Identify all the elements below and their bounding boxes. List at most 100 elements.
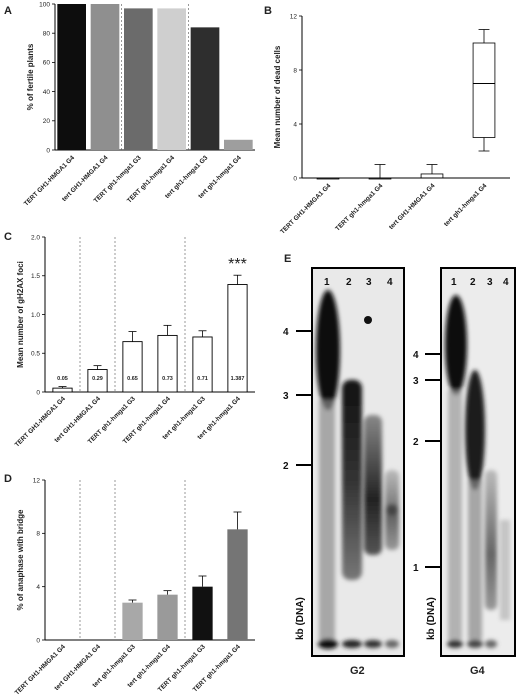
g2-lane3-well [364,640,382,648]
g4-lane-4: 4 [503,277,509,288]
x-tick-label: TERT gh1-hmga1 G4 [334,182,384,232]
g2-lane2-well [342,640,362,648]
g2-lane3-smear [364,415,382,555]
g2-marker-3: 3 [283,391,289,402]
g4-marker-3: 3 [413,376,419,387]
bar [190,27,220,150]
x-tick-label: TERT GH1-HMGA1 G4 [279,182,332,235]
gel-g4-smears [445,295,510,648]
g2-lane1-well [318,639,338,649]
data-label: 1.387 [231,376,245,382]
bar [192,336,213,393]
bar [192,586,213,640]
g2-lane4-band [386,504,398,516]
y-tick-label: 4 [293,121,297,128]
y-tick-label: 8 [293,67,297,74]
bar [57,4,86,150]
x-tick-label: tert gh1-hmga1 G4 [443,182,489,228]
bar [224,139,253,150]
g4-lane3-well [485,640,497,648]
g4-marker-4: 4 [413,350,419,361]
panel-label-c: C [4,231,12,243]
g4-lane2-smear [465,370,485,490]
g2-yaxis-label: kb (DNA) [295,597,306,640]
g4-lane1-well [447,640,463,648]
g4-yaxis-label: kb (DNA) [426,597,437,640]
g2-marker-4: 4 [283,327,289,338]
y-axis-label: % of fertile plants [26,43,35,110]
g2-marker-2: 2 [283,461,289,472]
y-tick-label: 4 [36,584,40,591]
gel-g2: 1 2 3 4 4 3 2 kb (DNA) G2 [283,267,405,677]
y-tick-label: 80 [43,31,51,38]
g2-lane-4: 4 [387,277,393,288]
g4-lane-2: 2 [470,277,476,288]
chart-b: Mean number of dead cells 0 4 8 12 TERT GH1-H… [273,13,510,236]
bar [157,334,178,393]
chart-c: Mean number of gH2AX foci 0 0.5 1.0 1.5 2.0 0.… [14,234,255,449]
data-label: 0.29 [92,376,103,382]
g4-lane1-smear [445,295,467,395]
data-label: 0.71 [197,376,208,382]
box [472,42,496,138]
g2-lane1-trail [319,400,335,640]
panel-label-a: A [4,5,12,17]
y-tick-label: 8 [36,531,40,538]
g2-lane-1: 1 [324,277,330,288]
g2-lane-2: 2 [346,277,352,288]
g4-marker-2: 2 [413,437,419,448]
g4-marker-1: 1 [413,563,419,574]
bar [122,602,143,640]
y-tick-label: 1.0 [31,312,40,319]
g2-lane-3: 3 [366,277,372,288]
g4-lane1-trail [448,390,462,640]
g4-lane4-smear [500,520,510,620]
data-label: 0.73 [162,376,173,382]
data-label: 0.65 [127,376,138,382]
bar [227,529,248,640]
y-tick-label: 60 [43,60,51,67]
y-tick-label: 12 [290,13,298,20]
y-tick-label: 20 [43,118,51,125]
y-tick-label: 0 [36,637,40,644]
g4-lane-1: 1 [451,277,457,288]
x-tick-label: tert GH1-HMGA1 G4 [388,182,437,231]
y-tick-label: 0.5 [31,351,40,358]
y-axis-label: % of anaphase with bridge [16,509,25,610]
g4-lane-3: 3 [487,277,493,288]
g2-lane1-smear [316,290,340,410]
y-tick-label: 100 [39,1,50,8]
panel-label-d: D [4,473,12,485]
y-tick-label: 40 [43,89,51,96]
y-axis-label: Mean number of dead cells [273,45,282,148]
g4-lane3-smear [485,470,497,610]
bar [157,594,178,640]
g2-caption: G2 [350,665,365,677]
gel-g4: 1 2 3 4 4 3 2 1 kb (DNA) G4 [413,267,516,677]
bar [52,387,73,393]
g2-lane4-well [385,640,399,648]
y-tick-label: 0 [46,147,50,154]
g4-lane2-trail [468,480,482,640]
g4-caption: G4 [470,665,486,677]
g4-lane2-well [467,640,483,648]
significance-annotation: *** [228,256,247,273]
g2-spot [364,316,372,324]
y-tick-label: 2.0 [31,234,40,241]
box [420,173,444,179]
y-tick-label: 0 [293,175,297,182]
gel-g2-smears [316,290,399,649]
y-axis-label: Mean number of gH2AX foci [16,261,25,368]
y-tick-label: 1.5 [31,273,40,280]
panel-label-e: E [284,253,291,265]
bar [157,8,186,150]
bar [122,341,143,393]
g2-lane2-smear [342,380,362,580]
bar [90,4,120,150]
panel-label-b: B [264,5,272,17]
bar [124,8,153,150]
y-tick-label: 12 [33,477,41,484]
